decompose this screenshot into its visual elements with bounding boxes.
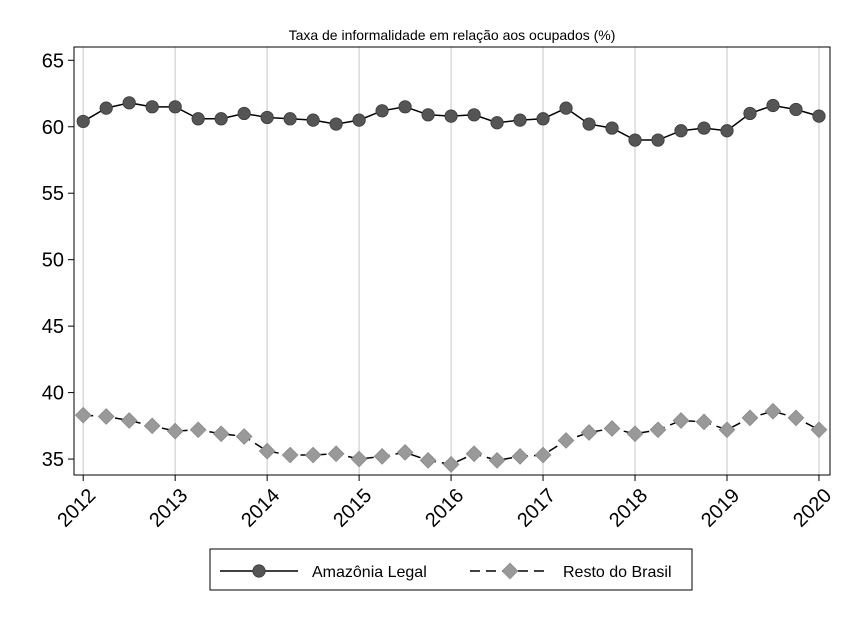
point-0-11	[329, 117, 343, 131]
point-1-22	[580, 424, 598, 441]
point-1-19	[511, 448, 529, 465]
legend-label-1: Resto do Brasil	[563, 564, 672, 581]
y-tick-label-45: 45	[42, 316, 64, 338]
point-1-4	[166, 422, 184, 440]
point-1-12	[350, 450, 368, 468]
point-0-9	[283, 112, 297, 126]
point-0-15	[421, 108, 435, 122]
point-0-30	[766, 98, 780, 113]
point-0-6	[214, 112, 228, 126]
point-1-2	[120, 412, 138, 429]
y-tick-label-40: 40	[42, 383, 64, 405]
point-1-3	[143, 417, 161, 435]
point-0-25	[651, 133, 665, 147]
point-0-27	[697, 121, 711, 135]
x-tick-label-2018: 2018	[605, 485, 652, 532]
legend: Amazônia Legal Resto do Brasil	[209, 548, 693, 591]
point-0-23	[605, 121, 619, 135]
point-0-32	[812, 109, 826, 123]
point-0-2	[122, 96, 136, 110]
point-0-21	[559, 101, 573, 115]
y-tick-label-50: 50	[42, 250, 64, 272]
chart-title: Taxa de informalidade em relação aos ocu…	[289, 27, 616, 43]
legend-label-0: Amazônia Legal	[312, 564, 427, 581]
series-layer	[74, 96, 828, 473]
legend-box	[209, 548, 693, 591]
point-1-24	[626, 425, 644, 443]
x-tick-label-2019: 2019	[697, 485, 744, 532]
point-0-8	[260, 110, 274, 125]
point-0-24	[628, 133, 642, 147]
point-1-32	[810, 421, 828, 439]
series-1	[74, 402, 828, 473]
point-0-26	[674, 124, 688, 138]
series-0	[76, 96, 826, 147]
x-tick-label-2015: 2015	[329, 485, 376, 532]
y-tick-label-55: 55	[42, 183, 64, 205]
point-0-13	[375, 104, 389, 118]
point-0-29	[743, 106, 757, 121]
point-1-18	[488, 452, 506, 469]
point-0-4	[168, 100, 182, 114]
point-1-17	[465, 445, 483, 463]
point-0-19	[513, 113, 527, 127]
point-1-29	[741, 409, 759, 427]
point-1-14	[396, 444, 414, 461]
point-0-0	[76, 114, 90, 129]
plot-frame	[73, 46, 831, 476]
legend-marker-1	[501, 562, 519, 580]
point-1-0	[74, 406, 92, 424]
point-0-17	[467, 108, 481, 122]
point-0-3	[145, 100, 159, 114]
x-tick-label-2013: 2013	[145, 485, 192, 532]
point-0-31	[789, 102, 803, 117]
point-0-1	[99, 101, 113, 115]
axes: 2012 2013 2014 2015 2016 2017 2018 2019 2020 35 40…	[42, 50, 836, 531]
point-0-28	[720, 124, 734, 138]
legend-marker-0	[252, 564, 266, 578]
point-0-10	[306, 113, 320, 127]
point-1-10	[304, 446, 322, 464]
point-1-23	[603, 420, 621, 437]
y-tick-label-35: 35	[42, 449, 64, 471]
point-1-28	[718, 421, 736, 439]
point-0-22	[582, 117, 596, 131]
point-0-20	[536, 112, 550, 126]
point-1-9	[281, 446, 299, 464]
point-1-25	[649, 421, 667, 439]
point-1-27	[695, 413, 713, 431]
point-1-5	[189, 421, 207, 439]
point-1-13	[373, 448, 391, 465]
point-0-14	[398, 100, 412, 114]
point-1-31	[787, 409, 805, 427]
point-1-1	[97, 408, 115, 425]
point-1-20	[534, 446, 552, 464]
point-1-16	[442, 456, 460, 473]
point-0-16	[444, 109, 458, 123]
point-0-12	[352, 113, 366, 127]
point-0-18	[490, 116, 504, 130]
x-tick-label-2012: 2012	[53, 485, 100, 532]
point-0-7	[237, 106, 251, 121]
point-0-5	[191, 112, 205, 126]
y-tick-label-65: 65	[42, 50, 64, 72]
point-1-15	[419, 452, 437, 469]
point-1-8	[258, 442, 276, 460]
point-1-11	[327, 445, 345, 463]
x-tick-label-2014: 2014	[237, 485, 284, 532]
point-1-6	[212, 425, 230, 443]
x-tick-label-2020: 2020	[789, 485, 836, 532]
point-1-21	[557, 432, 575, 449]
point-1-30	[764, 402, 782, 420]
point-1-7	[235, 428, 253, 445]
x-tick-label-2016: 2016	[421, 485, 468, 532]
point-1-26	[672, 412, 690, 429]
y-tick-label-60: 60	[42, 117, 64, 139]
x-tick-label-2017: 2017	[513, 485, 560, 532]
